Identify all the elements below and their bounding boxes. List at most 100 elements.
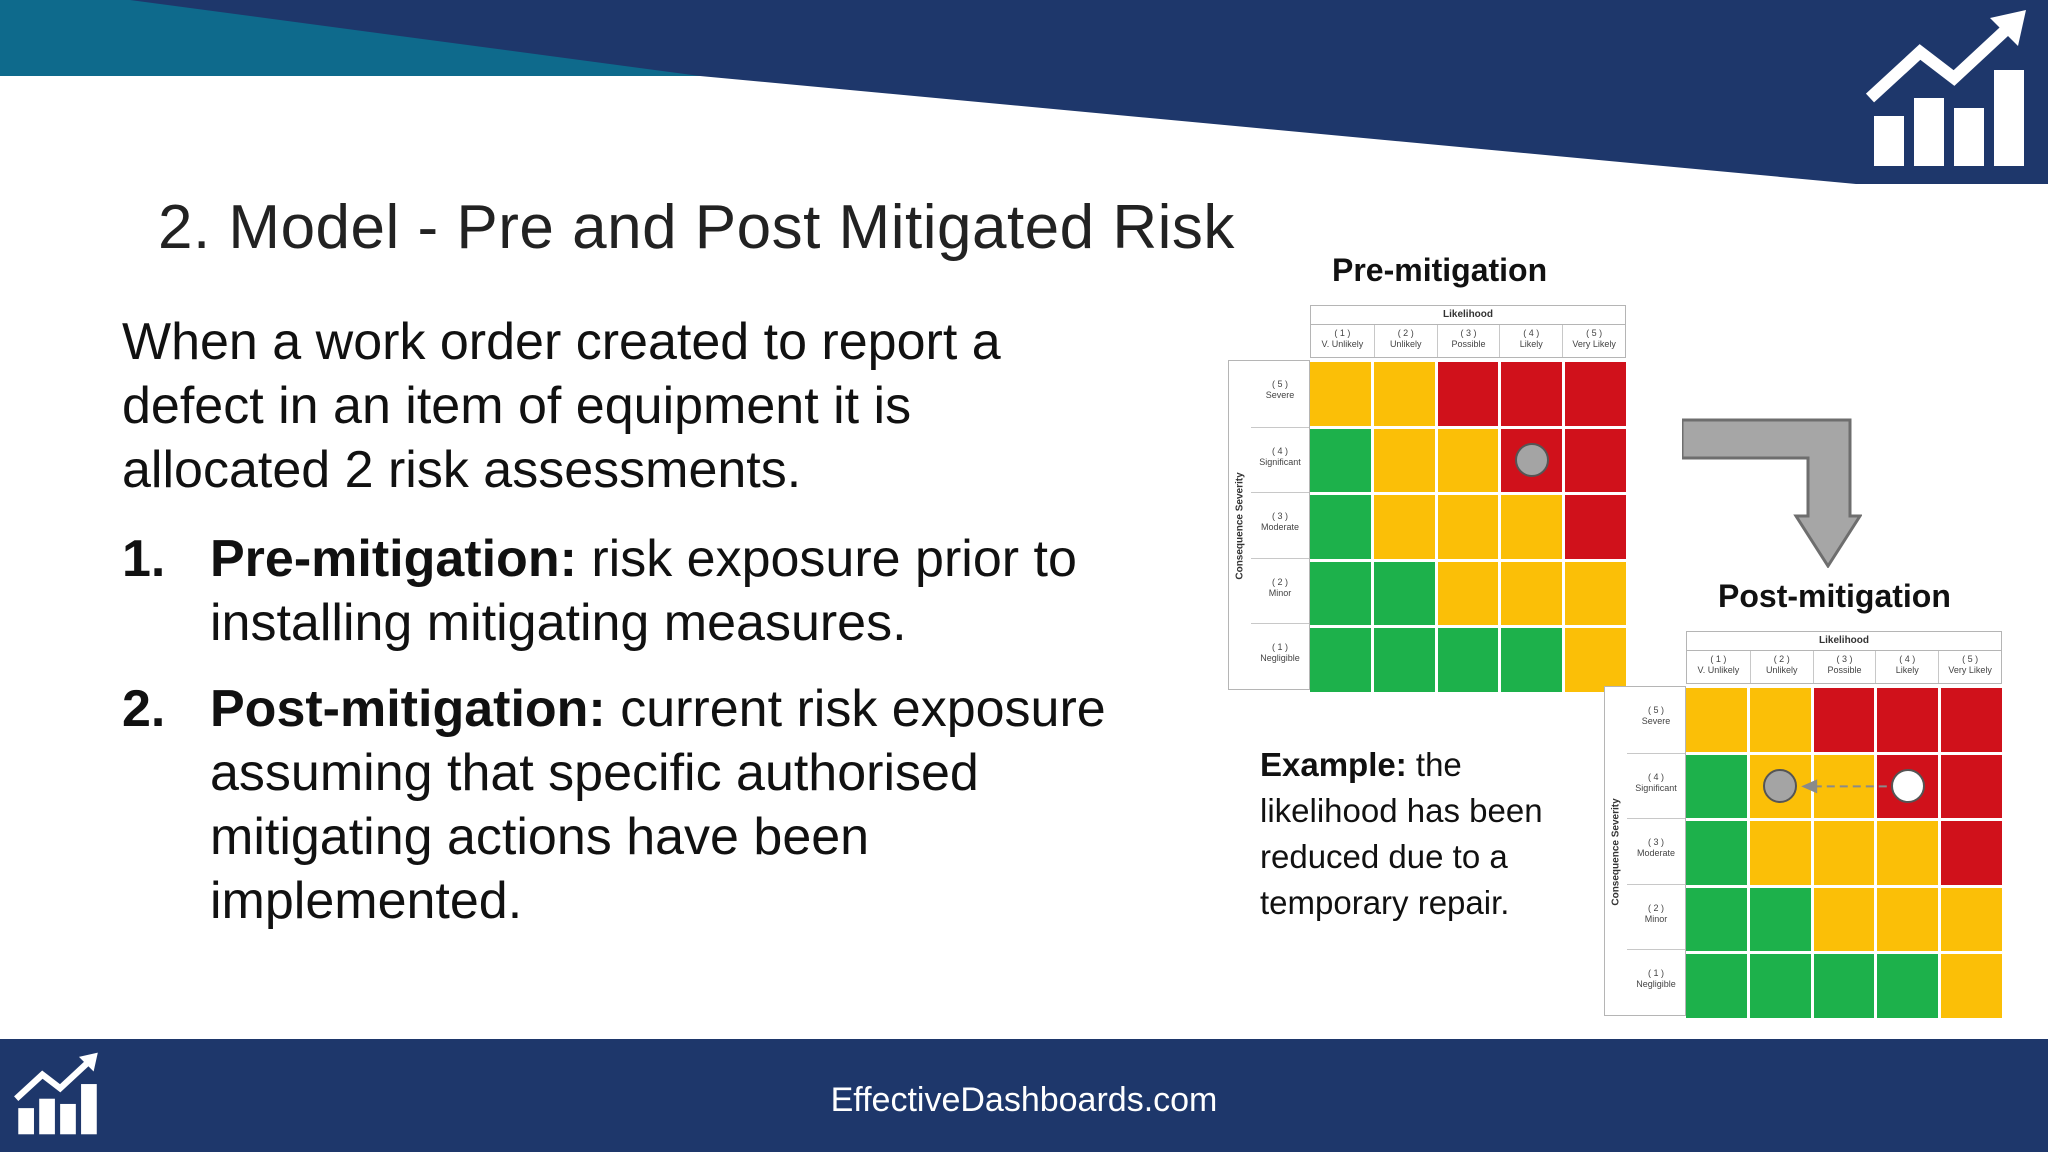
risk-cell [1437,561,1499,626]
likelihood-code: ( 1 ) [1710,654,1727,664]
point-label: Post-mitigation: [210,680,606,738]
severity-code: ( 3 ) [1647,837,1664,847]
risk-cell [1565,561,1626,626]
risk-cell [1749,688,1811,752]
risk-cell [1565,495,1626,559]
point-number: 1. [122,530,166,588]
slide-title: 2. Model - Pre and Post Mitigated Risk [158,193,1235,262]
severity-row-label: ( 1 ) Negligible [1627,949,1685,1015]
risk-cell [1437,428,1499,493]
likelihood-code: ( 2 ) [1773,654,1790,664]
likelihood-code: ( 4 ) [1523,328,1540,338]
severity-row-label: ( 5 ) Severe [1627,687,1685,753]
example-note: Example: the likelihood has been reduced… [1260,742,1560,926]
severity-code: ( 5 ) [1647,705,1664,715]
risk-cell [1877,821,1939,885]
severity-code: ( 2 ) [1271,576,1288,587]
risk-cell [1565,628,1626,692]
likelihood-column-label: ( 4 ) Likely [1875,651,1938,683]
likelihood-name: Likely [1519,339,1543,349]
severity-code: ( 1 ) [1271,642,1288,652]
risk-cell [1686,754,1747,819]
risk-cell [1373,428,1435,493]
likelihood-name: Possible [1827,665,1862,675]
example-label: Example: [1260,746,1407,783]
severity-code: ( 2 ) [1647,902,1664,913]
severity-name: Moderate [1260,522,1300,532]
risk-cell [1373,495,1435,559]
severity-name: Severe [1641,716,1671,726]
likelihood-name: V. Unlikely [1697,665,1740,675]
risk-cell [1437,495,1499,559]
likelihood-code: ( 4 ) [1899,654,1916,664]
severity-row-label: ( 5 ) Severe [1251,361,1309,427]
risk-marker [1514,443,1549,478]
risk-cell [1941,821,2002,885]
risk-cell [1310,428,1371,493]
risk-cell [1437,362,1499,426]
risk-cell [1310,495,1371,559]
severity-name: Moderate [1636,848,1676,858]
point-label: Pre-mitigation: [210,530,577,588]
severity-row-label: ( 3 ) Moderate [1627,818,1685,884]
likelihood-code: ( 5 ) [1586,328,1603,338]
likelihood-column-label: ( 5 ) Very Likely [1938,651,2001,683]
point-text: current risk exposure assuming that spec… [210,680,1106,930]
risk-cell [1877,887,1939,952]
severity-name: Significant [1259,456,1301,467]
severity-name: Negligible [1636,979,1676,989]
risk-cell [1501,362,1563,426]
severity-row-label: ( 2 ) Minor [1627,883,1685,950]
footer-bar: EffectiveDashboards.com [0,1039,2048,1152]
risk-cell [1437,628,1499,692]
severity-title: Consequence Severity [1610,798,1622,906]
risk-cell [1565,428,1626,493]
severity-code: ( 4 ) [1647,771,1664,782]
example-text: the likelihood has been reduced due to a… [1260,746,1543,921]
risk-grid [1686,688,2002,1018]
likelihood-code: ( 3 ) [1460,328,1477,338]
severity-name: Significant [1635,782,1677,793]
likelihood-column-label: ( 4 ) Likely [1499,325,1562,357]
risk-cell [1813,688,1875,752]
severity-code: ( 5 ) [1271,379,1288,389]
risk-cell [1686,954,1747,1018]
severity-row-label: ( 1 ) Negligible [1251,623,1309,689]
likelihood-name: Unlikely [1765,665,1798,675]
risk-cell [1373,628,1435,692]
severity-title: Consequence Severity [1234,472,1246,580]
severity-code: ( 4 ) [1271,445,1288,456]
point-pre-mitigation: 1. Pre-mitigation: risk exposure prior t… [122,527,1132,655]
risk-cell [1813,887,1875,952]
banner-navy-band [130,0,2048,184]
likelihood-name: V. Unlikely [1321,339,1364,349]
risk-cell [1749,754,1811,819]
risk-cell [1877,954,1939,1018]
risk-cell [1749,821,1811,885]
risk-marker [1763,769,1798,804]
severity-name: Minor [1644,913,1668,924]
risk-cell [1941,887,2002,952]
likelihood-column-label: ( 3 ) Possible [1436,325,1500,357]
severity-row-label: ( 4 ) Significant [1251,426,1309,493]
likelihood-name: Very Likely [1948,665,1992,675]
likelihood-column-label: ( 5 ) Very Likely [1562,325,1625,357]
severity-name: Negligible [1260,653,1300,663]
severity-code: ( 3 ) [1271,511,1288,521]
risk-cell [1749,887,1811,952]
risk-cell [1877,754,1939,819]
risk-cell [1373,362,1435,426]
severity-axis: Consequence Severity ( 5 ) Severe ( 4 ) Sign… [1604,686,1686,1016]
chart-growth-icon [14,1052,98,1135]
risk-cell [1310,362,1371,426]
point-text: risk exposure prior to installing mitiga… [210,530,1077,652]
risk-cell [1686,688,1747,752]
likelihood-header: Likelihood( 1 ) V. Unlikely( 2 ) Unlikely(… [1686,631,2002,684]
footer-website[interactable]: EffectiveDashboards.com [830,1081,1218,1119]
severity-name: Minor [1268,587,1292,598]
severity-axis: Consequence Severity( 5 ) Severe( 4 ) Sign… [1228,360,1310,690]
risk-cell [1501,428,1563,493]
risk-cell [1686,821,1747,885]
risk-cell [1310,561,1371,626]
risk-cell [1877,688,1939,752]
